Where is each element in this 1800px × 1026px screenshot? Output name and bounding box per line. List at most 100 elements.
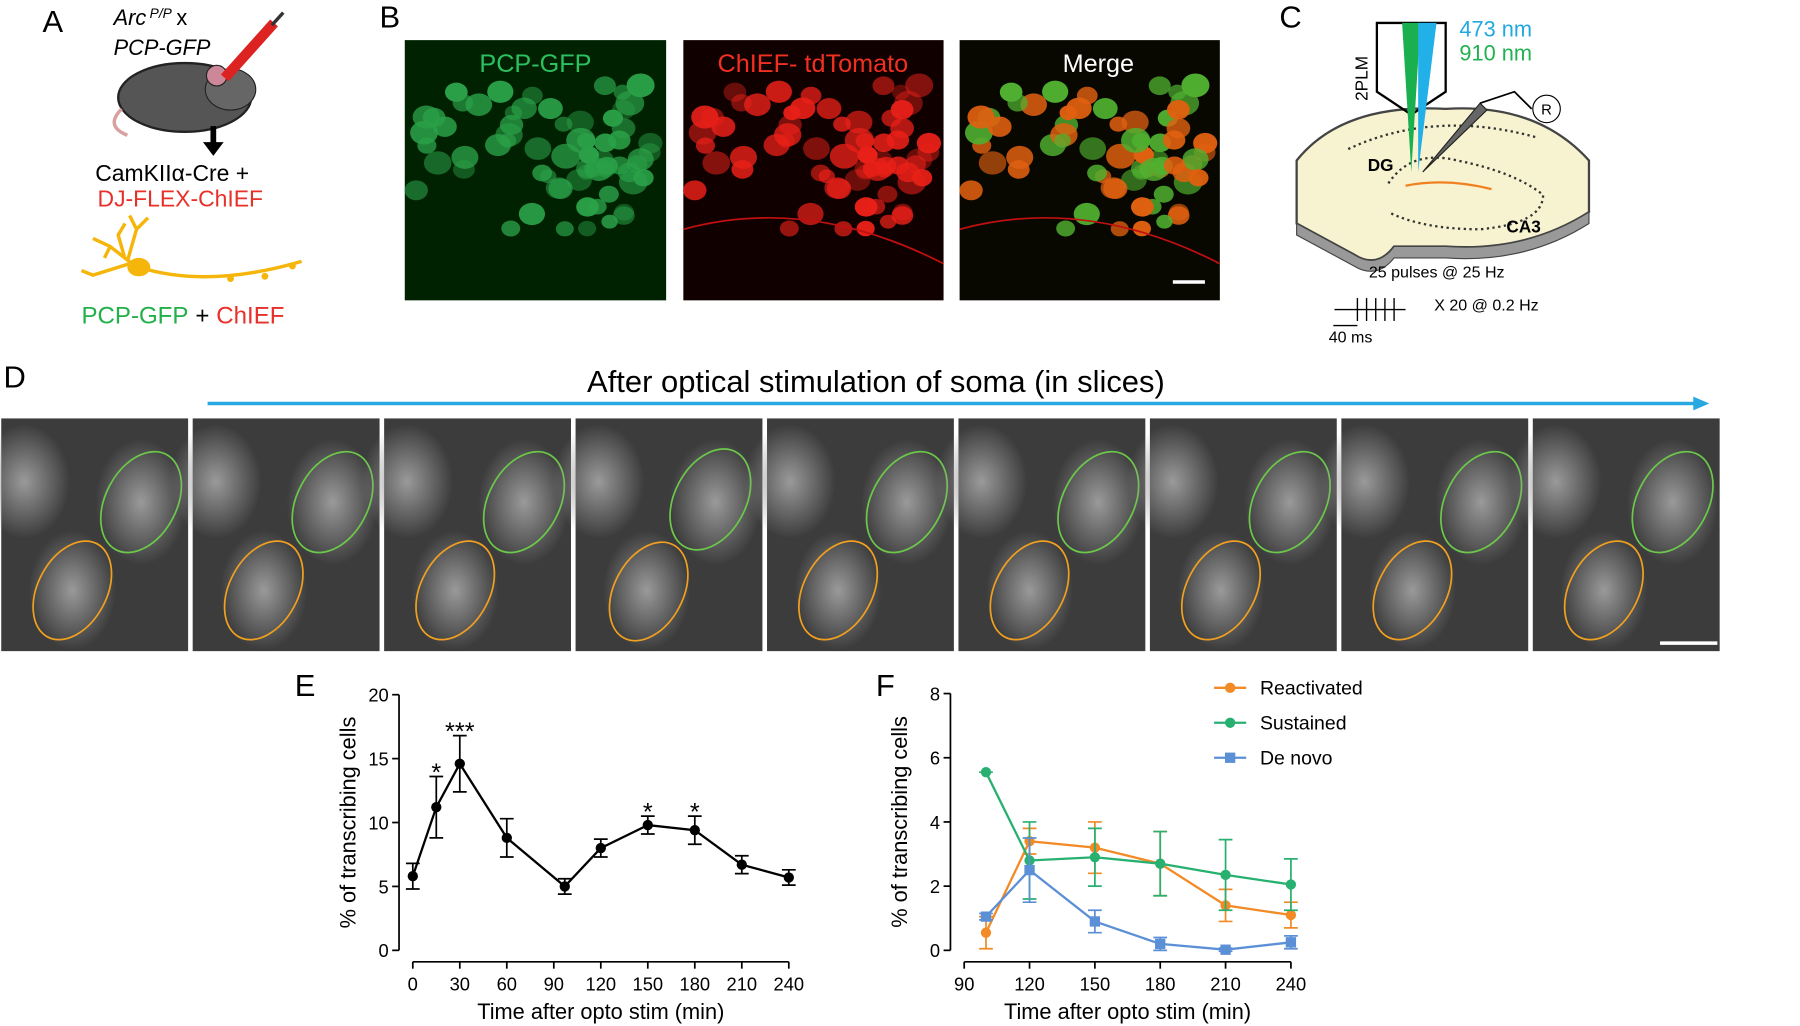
cell	[877, 185, 898, 203]
cell	[803, 137, 830, 160]
bouton	[288, 262, 296, 270]
point	[980, 767, 992, 778]
x-tick-label: 150	[1080, 973, 1111, 994]
nucleus-glow	[744, 424, 836, 539]
y-tick-label: 2	[930, 876, 940, 897]
channel-label: ChIEF- tdTomato	[718, 50, 909, 78]
cell	[612, 206, 635, 225]
superscript: P/P	[150, 6, 173, 21]
panel-c: R 473 nm 910 nm 2PLM DG CA3 25 pulses @ …	[1295, 17, 1591, 347]
point	[1089, 852, 1101, 863]
x-tick-label: 120	[586, 973, 617, 994]
cell	[967, 105, 995, 129]
cell	[601, 214, 618, 229]
point	[1024, 864, 1035, 876]
microscope-label: 2PLM	[1352, 56, 1372, 101]
x-tick-label: 120	[1014, 973, 1045, 994]
axon	[959, 216, 1221, 265]
cell	[1182, 148, 1209, 171]
cell	[702, 151, 731, 175]
cell	[1131, 132, 1151, 149]
cell	[978, 151, 1007, 175]
nucleus-glow	[169, 424, 262, 539]
point	[689, 825, 700, 836]
genotype: Arc P/P x	[112, 5, 188, 30]
roi-green	[1057, 450, 1140, 554]
point	[1285, 879, 1297, 890]
roi-orange	[608, 541, 689, 642]
roi-orange	[1563, 540, 1644, 641]
cell	[1121, 169, 1147, 191]
roi-green	[865, 450, 949, 554]
cell	[1087, 164, 1107, 182]
point	[980, 911, 992, 922]
wavelength: 473 nm	[1459, 17, 1532, 42]
slice-edge	[1296, 211, 1590, 272]
panel-letter: F	[876, 668, 895, 703]
panel-letter: C	[1279, 0, 1301, 35]
nucleus-glow	[669, 439, 762, 566]
cell	[578, 220, 597, 237]
roi-green	[482, 450, 566, 554]
y-axis-label: % of transcribing cells	[335, 717, 360, 929]
cell	[627, 148, 654, 171]
legend-label: De novo	[1260, 748, 1333, 770]
nucleus-glow	[1126, 424, 1219, 539]
cell	[810, 164, 831, 182]
cell	[1168, 84, 1187, 100]
cell	[731, 94, 752, 112]
cell	[1163, 156, 1186, 175]
cross: x	[176, 5, 187, 30]
cell	[432, 116, 457, 137]
point	[1285, 937, 1297, 948]
cell	[554, 116, 573, 132]
series-line	[984, 839, 1292, 934]
panel-letter: D	[4, 359, 26, 394]
cell	[744, 93, 771, 116]
cell	[1188, 169, 1209, 187]
roi-green	[1440, 450, 1523, 554]
cell	[626, 73, 655, 98]
y-tick-label: 10	[368, 812, 388, 833]
y-tick-label: 15	[368, 748, 388, 769]
cell	[412, 105, 440, 129]
region-label: CA3	[1506, 217, 1540, 237]
cell	[451, 145, 479, 169]
point	[1220, 944, 1231, 955]
x-tick-label: 0	[408, 973, 418, 994]
cell	[765, 80, 792, 103]
x-tick-label: 90	[954, 973, 974, 994]
genotype: PCP-GFP	[114, 35, 211, 60]
protocol: X 20 @ 0.2 Hz	[1434, 297, 1539, 315]
roi-orange	[989, 540, 1070, 641]
roi-green	[669, 448, 752, 551]
protocol: 40 ms	[1329, 329, 1373, 347]
protocol: 25 pulses @ 25 Hz	[1369, 263, 1505, 281]
significance: *	[690, 799, 700, 827]
channel-label: Merge	[1063, 50, 1134, 78]
cell	[779, 220, 799, 237]
nucleus-glow	[1626, 439, 1719, 566]
cell	[608, 130, 631, 150]
cell	[404, 180, 428, 201]
cell	[518, 202, 546, 226]
cell	[1109, 116, 1128, 132]
cell	[566, 169, 592, 191]
cell	[844, 169, 871, 191]
legend-red: ChIEF	[216, 302, 284, 329]
point	[431, 802, 442, 813]
cell	[911, 169, 933, 187]
nucleus-glow	[361, 424, 453, 539]
cell	[1132, 220, 1152, 237]
legend-label: Reactivated	[1260, 678, 1363, 700]
nucleus-glow	[935, 424, 1028, 539]
panel-letter: B	[380, 0, 401, 35]
cell	[1156, 214, 1173, 229]
x-tick-label: 210	[727, 973, 758, 994]
bouton	[227, 275, 234, 283]
x-tick-label: 240	[774, 973, 805, 994]
cell	[905, 155, 927, 174]
point	[1220, 869, 1231, 881]
cell	[576, 132, 596, 149]
